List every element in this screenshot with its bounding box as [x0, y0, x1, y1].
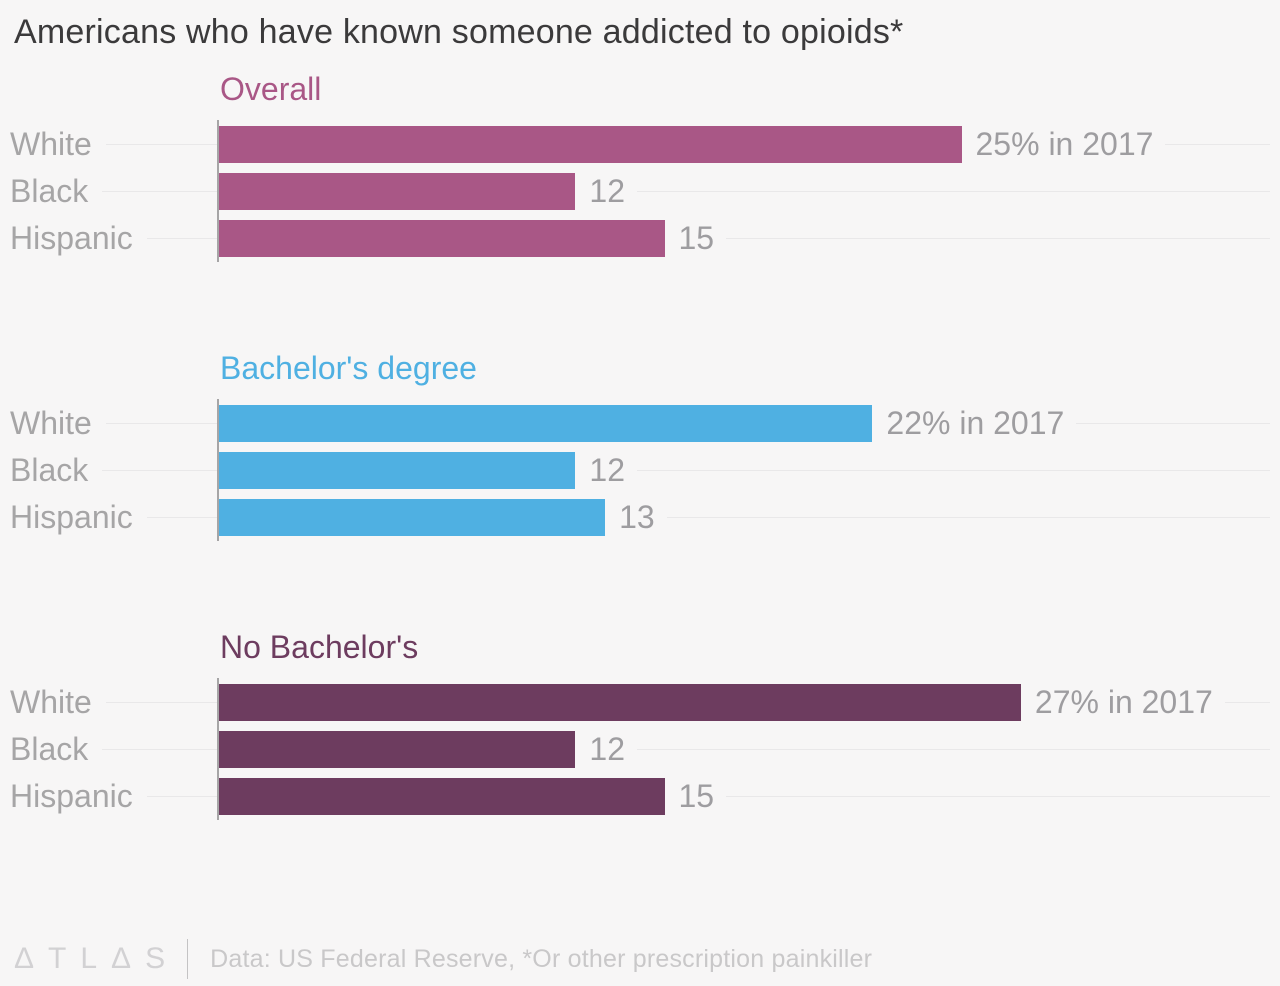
- bar-row-black: Black 12: [0, 173, 1280, 210]
- value-label: 12: [575, 173, 637, 210]
- bar-row-hispanic: Hispanic 15: [0, 220, 1280, 257]
- category-label: Black: [10, 731, 103, 768]
- value-label: 13: [605, 499, 667, 536]
- bar-area: 12: [219, 173, 1280, 210]
- bar-row-hispanic: Hispanic 15: [0, 778, 1280, 815]
- category-label: White: [10, 405, 106, 442]
- axis-line: [217, 678, 219, 820]
- chart-group-overall: Overall White 25% in 2017 Black 12: [0, 70, 1280, 262]
- bar-area: 13: [219, 499, 1280, 536]
- bar-area: 15: [219, 220, 1280, 257]
- bar: [219, 126, 962, 163]
- bar-row-white: White 25% in 2017: [0, 126, 1280, 163]
- value-label: 27% in 2017: [1020, 684, 1225, 721]
- category-label: Hispanic: [10, 499, 147, 536]
- bar-area: 25% in 2017: [219, 126, 1280, 163]
- group-title-overall: Overall: [220, 71, 322, 107]
- group-plot-area: White 22% in 2017 Black 12 Hispanic: [0, 399, 1280, 541]
- bar: [219, 452, 576, 489]
- footer: ΔTLΔS Data: US Federal Reserve, *Or othe…: [14, 936, 1280, 982]
- category-label: Black: [10, 452, 103, 489]
- bar: [219, 220, 665, 257]
- value-label: 15: [664, 220, 727, 257]
- bar: [219, 405, 873, 442]
- bar-row-white: White 27% in 2017: [0, 684, 1280, 721]
- axis-line: [217, 399, 219, 541]
- bar: [219, 778, 665, 815]
- bar-row-black: Black 12: [0, 452, 1280, 489]
- bar-row-white: White 22% in 2017: [0, 405, 1280, 442]
- category-label: Hispanic: [10, 220, 147, 257]
- source-note: Data: US Federal Reserve, *Or other pres…: [210, 944, 873, 973]
- bar: [219, 173, 576, 210]
- bar-area: 15: [219, 778, 1280, 815]
- chart-title: Americans who have known someone addicte…: [14, 13, 904, 51]
- bar-row-black: Black 12: [0, 731, 1280, 768]
- atlas-logo: ΔTLΔS: [14, 942, 180, 975]
- bar-area: 12: [219, 731, 1280, 768]
- group-plot-area: White 27% in 2017 Black 12 Hispanic: [0, 678, 1280, 820]
- category-label: White: [10, 126, 106, 163]
- gridline: [10, 470, 1270, 471]
- bar-area: 27% in 2017: [219, 684, 1280, 721]
- gridline: [10, 749, 1270, 750]
- group-plot-area: White 25% in 2017 Black 12 Hispanic: [0, 120, 1280, 262]
- value-label: 22% in 2017: [872, 405, 1077, 442]
- bar: [219, 731, 576, 768]
- group-title-bachelors: Bachelor's degree: [220, 350, 477, 386]
- value-label: 25% in 2017: [961, 126, 1166, 163]
- group-title-no-bachelors: No Bachelor's: [220, 629, 419, 665]
- bar-area: 12: [219, 452, 1280, 489]
- value-label: 15: [664, 778, 727, 815]
- bar-area: 22% in 2017: [219, 405, 1280, 442]
- category-label: Black: [10, 173, 103, 210]
- category-label: Hispanic: [10, 778, 147, 815]
- bar: [219, 499, 606, 536]
- bar: [219, 684, 1021, 721]
- chart-group-no-bachelors: No Bachelor's White 27% in 2017 Black 12: [0, 628, 1280, 820]
- axis-line: [217, 120, 219, 262]
- bar-row-hispanic: Hispanic 13: [0, 499, 1280, 536]
- value-label: 12: [575, 452, 637, 489]
- gridline: [10, 191, 1270, 192]
- value-label: 12: [575, 731, 637, 768]
- footer-separator: [187, 939, 189, 979]
- chart-group-bachelors: Bachelor's degree White 22% in 2017 Blac…: [0, 349, 1280, 541]
- category-label: White: [10, 684, 106, 721]
